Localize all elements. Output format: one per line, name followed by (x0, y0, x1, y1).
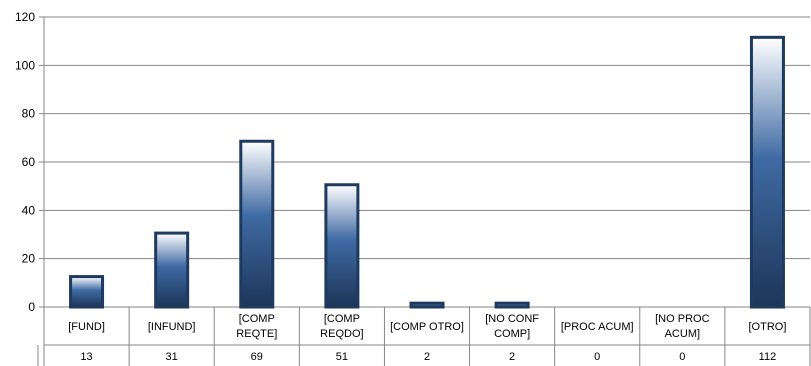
data-label: 2 (424, 351, 430, 363)
data-label: 31 (166, 351, 178, 363)
x-tick-label: [NO CONF COMP] (485, 313, 539, 340)
y-tick-label: 100 (15, 58, 35, 72)
bar (154, 231, 190, 309)
x-tick-label: [PROC ACUM] (561, 321, 634, 333)
data-label: 0 (594, 351, 600, 363)
data-label: 2 (509, 351, 515, 363)
x-tick-label: [INFUND] (148, 321, 196, 333)
x-tick-label: [COMP REQDO] (320, 313, 363, 340)
y-tick-label: 20 (22, 252, 36, 266)
bar (324, 183, 360, 309)
y-tick-label: 120 (15, 10, 35, 24)
bar (749, 35, 785, 309)
bar (494, 301, 530, 309)
x-tick-label: [COMP REQTE] (236, 313, 277, 340)
x-tick-label: [FUND] (68, 321, 105, 333)
data-label: 69 (251, 351, 263, 363)
axes (37, 17, 811, 366)
x-tick-label: [COMP OTRO] (390, 321, 464, 333)
y-tick-label: 60 (22, 155, 36, 169)
bar (239, 139, 275, 309)
x-tick-label: [OTRO] (748, 321, 786, 333)
y-tick-label: 40 (22, 203, 36, 217)
bar (69, 275, 105, 309)
data-label: 13 (80, 351, 92, 363)
data-label: 51 (336, 351, 348, 363)
x-tick-label: [NO PROC ACUM] (655, 313, 709, 340)
y-tick-label: 0 (28, 300, 35, 314)
bar (409, 301, 445, 309)
data-label: 0 (679, 351, 685, 363)
y-tick-label: 80 (22, 107, 36, 121)
data-label: 112 (759, 351, 777, 363)
bars (69, 35, 785, 309)
